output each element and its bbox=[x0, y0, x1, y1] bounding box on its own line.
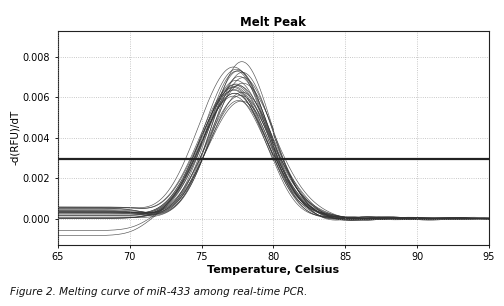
X-axis label: Temperature, Celsius: Temperature, Celsius bbox=[207, 265, 340, 275]
Y-axis label: -d(RFU)/dT: -d(RFU)/dT bbox=[10, 110, 20, 165]
Text: Figure 2. Melting curve of miR-433 among real-time PCR.: Figure 2. Melting curve of miR-433 among… bbox=[10, 287, 307, 297]
Title: Melt Peak: Melt Peak bbox=[240, 17, 306, 29]
